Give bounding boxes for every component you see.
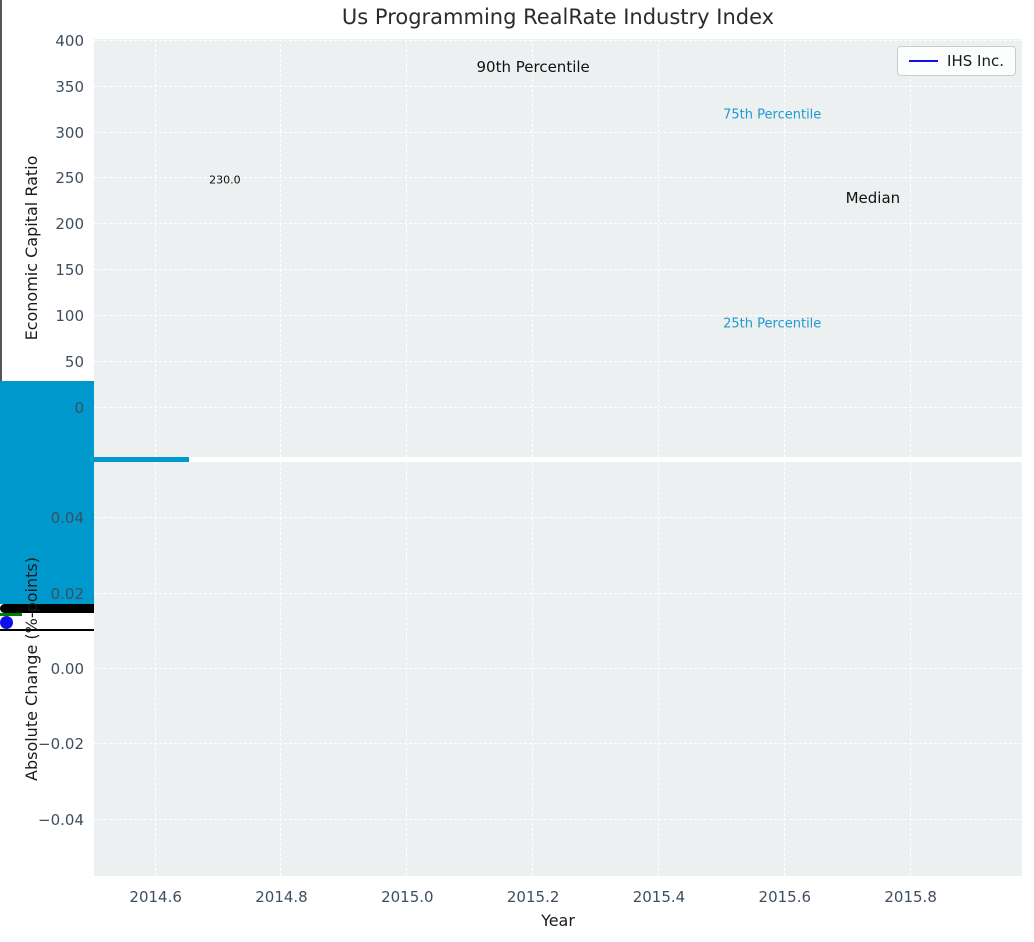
gridline-y [94, 360, 1022, 362]
ytick-label-top: 50 [64, 352, 84, 371]
gridline-x [657, 39, 659, 457]
ytick-label-top: 0 [74, 398, 84, 417]
ytick-label-top: 250 [55, 169, 84, 188]
xtick-label: 2015.6 [758, 888, 812, 906]
xtick-label: 2015.8 [884, 888, 937, 906]
annotation-25th-percentile: 25th Percentile [723, 316, 822, 332]
ytick-label-top: 100 [55, 306, 84, 325]
gridline-x [154, 39, 156, 457]
xtick-label: 2014.8 [255, 888, 308, 906]
annotation-75th-percentile: 75th Percentile [723, 107, 822, 123]
gridline-x [280, 39, 282, 457]
gridline-x [406, 462, 408, 876]
gridline-y [94, 223, 1022, 225]
legend-line-icon [909, 59, 939, 63]
gridline-y [94, 668, 1022, 669]
gridline-y [94, 818, 1022, 820]
percentile-90-cap [0, 613, 23, 617]
xtick-label: 2015.4 [632, 888, 686, 906]
annotation-230-0: 230.0 [209, 173, 241, 187]
xtick-label: 2015.2 [506, 888, 560, 906]
gridline-x [154, 462, 156, 876]
gridline-x [532, 462, 534, 876]
ytick-label-bottom: 0.02 [50, 584, 84, 603]
annotation-median: Median [845, 188, 901, 207]
gridline-y [94, 177, 1022, 179]
ytick-label-bottom: 0.04 [50, 509, 84, 528]
gridline-y [94, 517, 1022, 519]
ytick-label-bottom: −0.02 [38, 735, 84, 754]
gridline-y [94, 85, 1022, 87]
gridline-x [280, 462, 282, 876]
ytick-label-top: 350 [55, 77, 84, 96]
top-plot-area [94, 39, 1022, 457]
whisker-line [0, 0, 2, 382]
gridline-y [94, 406, 1022, 408]
gridline-x [657, 462, 659, 876]
ytick-label-top: 400 [55, 31, 84, 50]
gridline-x [909, 39, 911, 457]
ytick-label-bottom: 0.00 [50, 660, 84, 678]
gridline-y [94, 314, 1022, 316]
ytick-label-top: 150 [55, 261, 84, 279]
x-axis-label: Year [541, 911, 575, 930]
bottom-plot-area [94, 462, 1022, 876]
gridline-x [783, 39, 785, 457]
ytick-label-top: 200 [55, 215, 84, 234]
gridline-x [406, 39, 408, 457]
gridline-y [94, 131, 1022, 133]
annotation-90th-percentile: 90th Percentile [476, 58, 590, 77]
ytick-label-bottom: −0.04 [38, 810, 84, 829]
company-data-point [0, 616, 13, 630]
gridline-x [783, 462, 785, 876]
xtick-label: 2014.6 [129, 888, 182, 906]
gridline-x [532, 39, 534, 457]
gridline-y [94, 743, 1022, 745]
legend-label: IHS Inc. [947, 52, 1004, 70]
gridline-y [94, 269, 1022, 270]
gridline-y [94, 39, 1022, 41]
gridline-y [94, 592, 1022, 594]
xtick-label: 2015.0 [381, 888, 434, 906]
legend: IHS Inc. [897, 46, 1016, 76]
ytick-label-top: 300 [55, 123, 84, 142]
gridline-x [909, 462, 911, 876]
chart-title: Us Programming RealRate Industry Index [341, 5, 775, 29]
